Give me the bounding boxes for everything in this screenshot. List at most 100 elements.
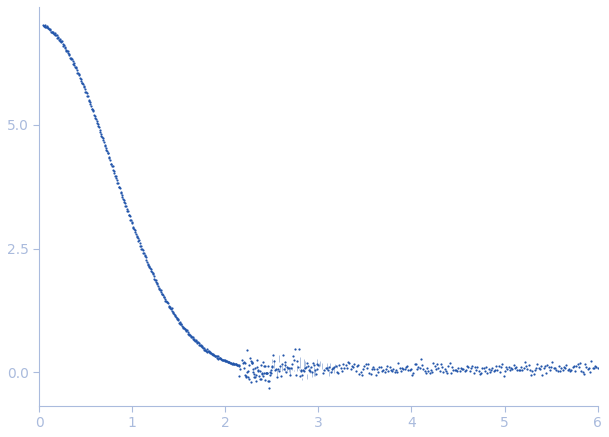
Point [241, 374, 251, 381]
Point [192, 339, 202, 346]
Point [194, 340, 203, 347]
Point [488, 368, 498, 375]
Point [147, 271, 157, 277]
Point [340, 364, 350, 371]
Point [510, 364, 519, 371]
Point [471, 367, 481, 374]
Point [65, 54, 75, 61]
Point [94, 123, 104, 130]
Point [465, 368, 474, 375]
Point [343, 359, 353, 366]
Point [203, 348, 213, 355]
Point [228, 361, 238, 368]
Point [243, 374, 253, 381]
Point [416, 356, 426, 363]
Point [285, 372, 295, 379]
Point [38, 22, 48, 29]
Point [72, 69, 82, 76]
Point [169, 310, 179, 317]
Point [533, 360, 543, 367]
Point [103, 149, 113, 156]
Point [417, 362, 427, 369]
Point [549, 364, 558, 371]
Point [71, 64, 80, 71]
Point [181, 327, 191, 334]
Point [233, 362, 243, 369]
Point [60, 44, 70, 51]
Point [104, 150, 113, 157]
Point [387, 368, 397, 375]
Point [114, 184, 124, 191]
Point [209, 352, 219, 359]
Point [159, 294, 169, 301]
Point [325, 363, 334, 370]
Point [174, 319, 184, 326]
Point [232, 361, 242, 368]
Point [58, 40, 68, 47]
Point [303, 362, 313, 369]
Point [69, 60, 79, 67]
Point [570, 368, 580, 375]
Point [358, 366, 368, 373]
Point [460, 368, 470, 375]
Point [568, 364, 577, 371]
Point [58, 42, 68, 49]
Point [370, 365, 379, 372]
Point [430, 362, 440, 369]
Point [52, 34, 62, 41]
Point [389, 365, 398, 372]
Point [367, 365, 377, 372]
Point [377, 368, 387, 375]
Point [127, 220, 137, 227]
Point [297, 367, 306, 374]
Point [262, 363, 272, 370]
Point [557, 365, 566, 372]
Point [146, 266, 155, 273]
Point [194, 342, 204, 349]
Point [345, 360, 354, 367]
Point [593, 364, 602, 371]
Point [238, 360, 248, 367]
Point [151, 277, 161, 284]
Point [155, 286, 165, 293]
Point [435, 368, 445, 375]
Point [183, 329, 192, 336]
Point [227, 359, 236, 366]
Point [266, 369, 276, 376]
Point [86, 102, 96, 109]
Point [220, 357, 230, 364]
Point [157, 288, 166, 295]
Point [368, 364, 378, 371]
Point [158, 291, 168, 298]
Point [584, 364, 594, 371]
Point [68, 57, 77, 64]
Point [504, 364, 513, 371]
Point [76, 78, 86, 85]
Point [136, 243, 146, 250]
Point [262, 369, 272, 376]
Point [197, 343, 206, 350]
Point [205, 349, 215, 356]
Point [258, 358, 268, 365]
Point [102, 148, 112, 155]
Point [396, 367, 406, 374]
Point [333, 370, 343, 377]
Point [281, 359, 290, 366]
Point [214, 355, 224, 362]
Point [451, 367, 461, 374]
Point [56, 38, 66, 45]
Point [98, 135, 108, 142]
Point [211, 352, 220, 359]
Point [227, 360, 237, 367]
Point [319, 370, 328, 377]
Point [276, 372, 286, 379]
Point [348, 363, 358, 370]
Point [87, 106, 97, 113]
Point [346, 366, 356, 373]
Point [255, 376, 264, 383]
Point [152, 279, 162, 286]
Point [117, 191, 127, 198]
Point [109, 167, 119, 174]
Point [77, 80, 86, 87]
Point [252, 378, 261, 385]
